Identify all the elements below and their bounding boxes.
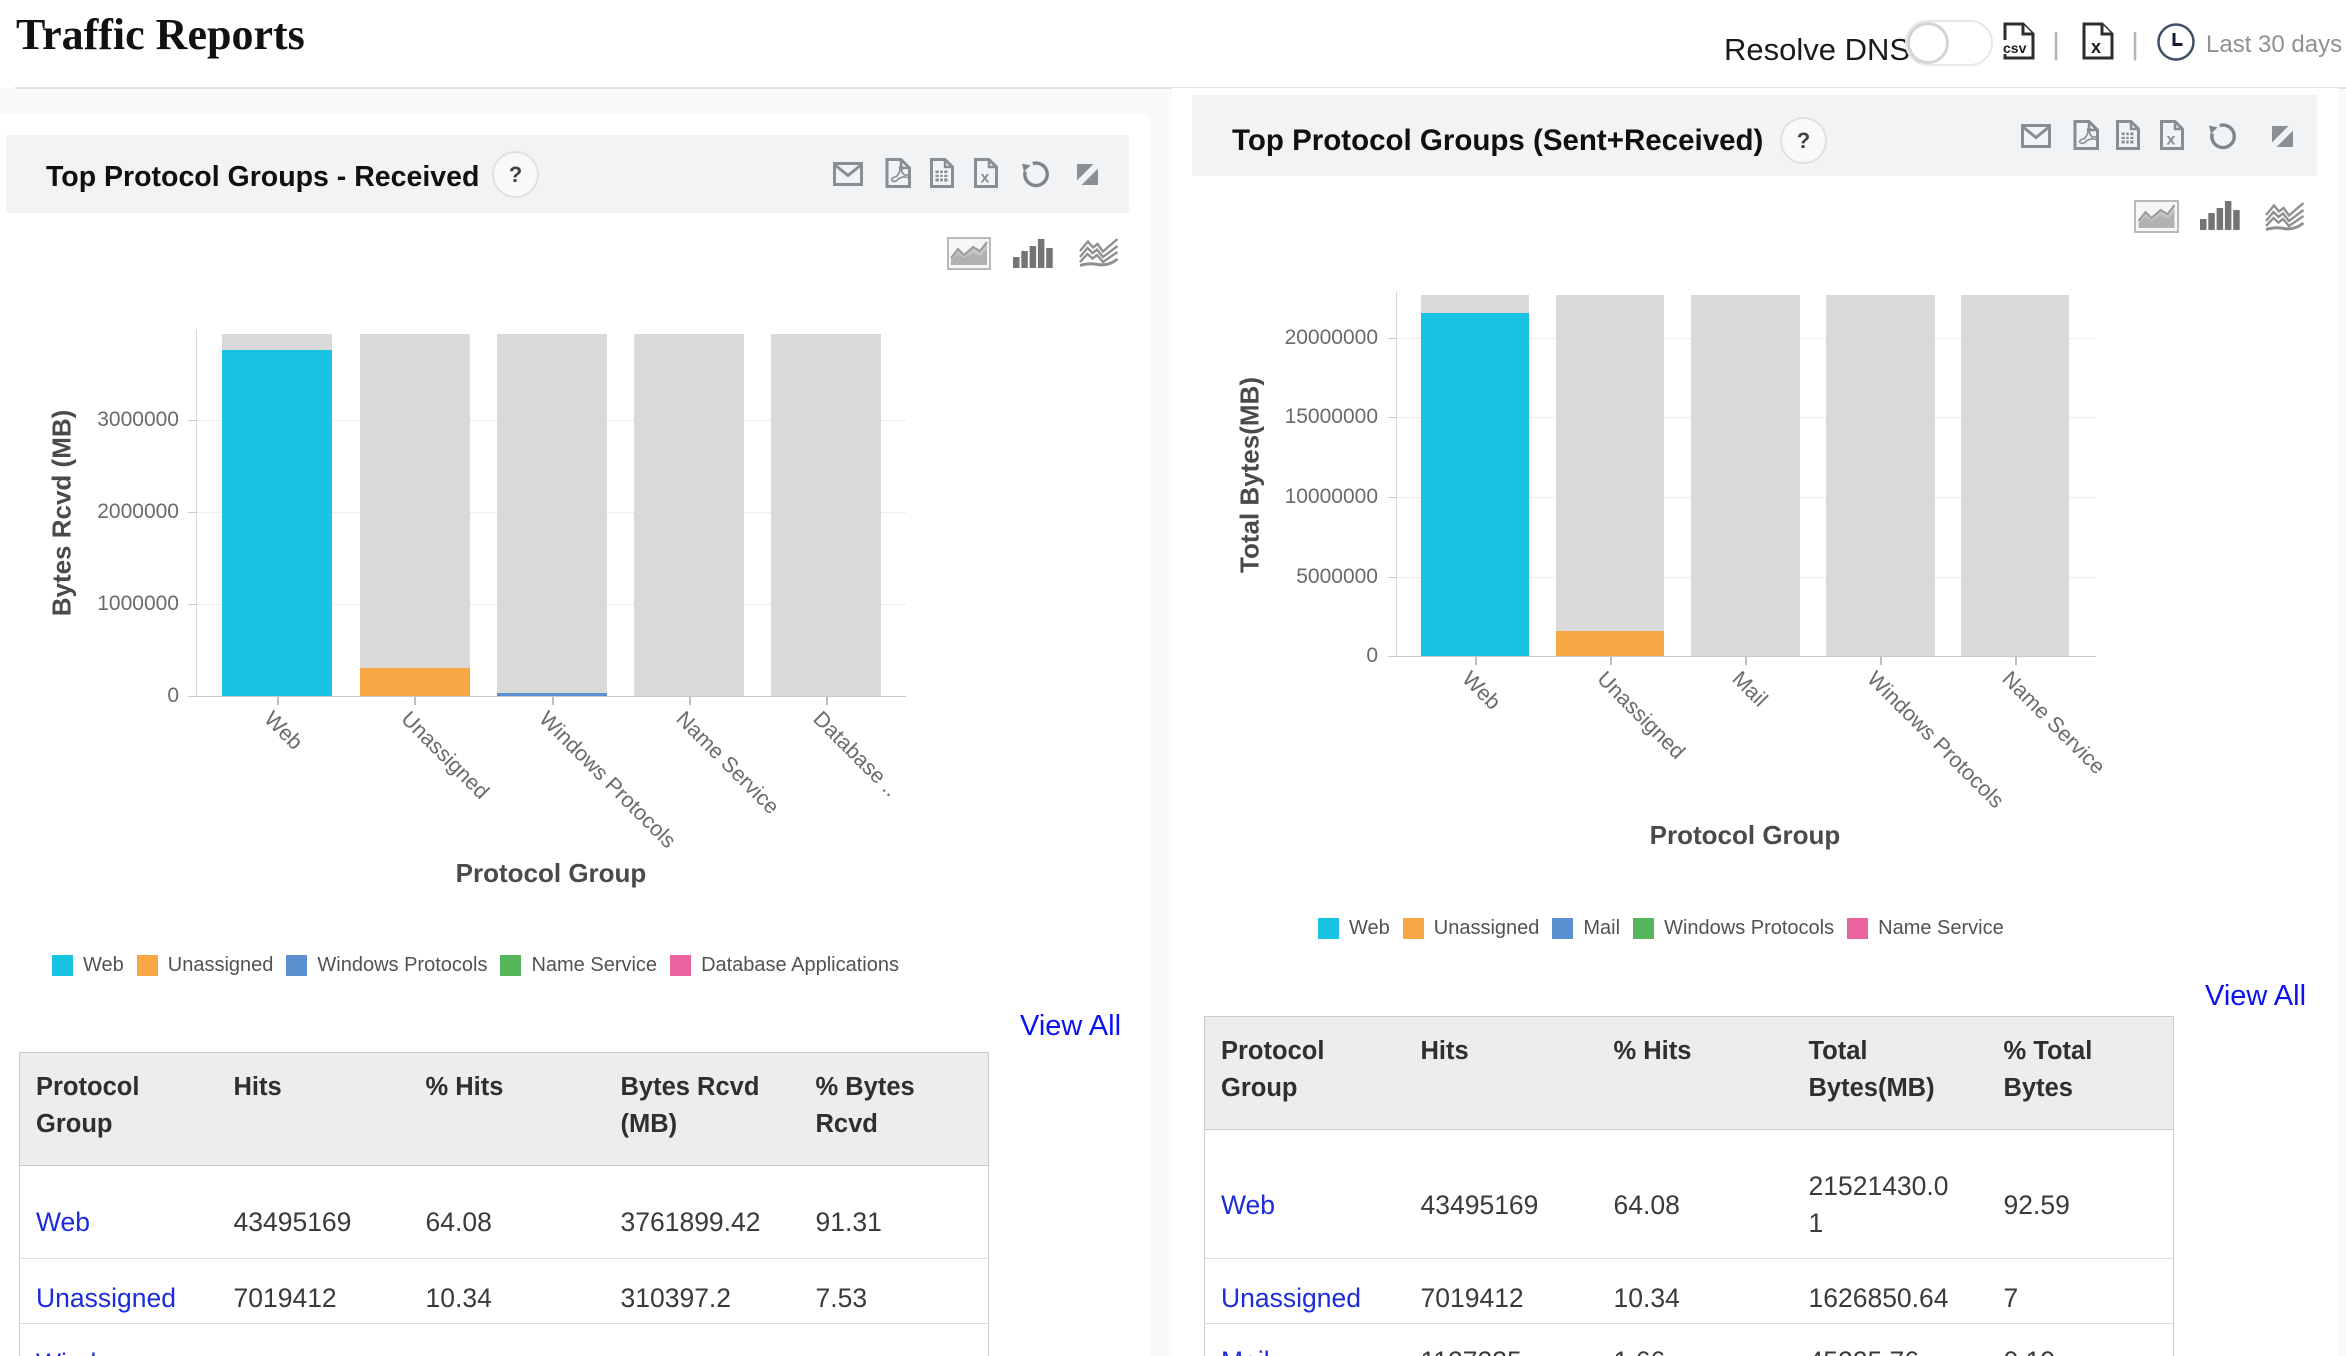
- svg-text:x: x: [2167, 132, 2176, 149]
- svg-text:x: x: [2091, 37, 2101, 57]
- svg-text:csv: csv: [2003, 40, 2027, 56]
- svg-text:x: x: [981, 170, 990, 187]
